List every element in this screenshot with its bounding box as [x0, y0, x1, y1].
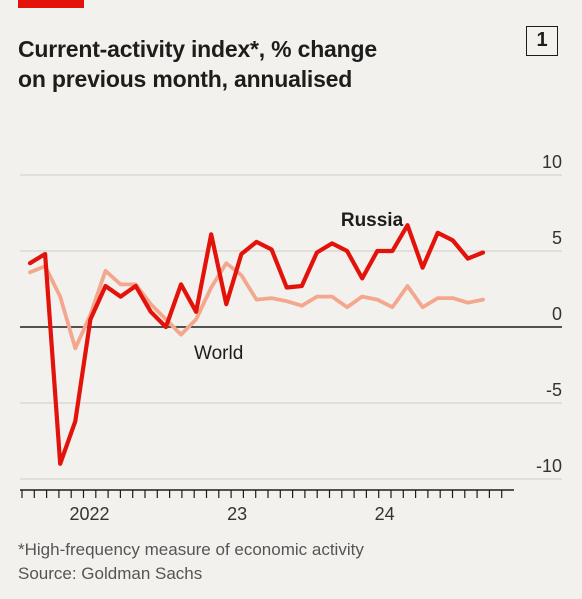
series-line-russia: [27, 223, 486, 466]
chart-number-badge: 1: [526, 26, 558, 56]
footnote: *High-frequency measure of economic acti…: [18, 538, 364, 586]
series-line-world: [28, 261, 485, 351]
series-label-russia: Russia: [341, 210, 404, 231]
x-tick-label: 23: [227, 504, 247, 524]
series-lines: [27, 223, 486, 466]
brand-tag: [18, 0, 84, 8]
y-tick-label: -5: [546, 380, 562, 400]
y-axis-tick-labels: 10 5 0 -5 -10: [536, 152, 562, 476]
chart-title-line-2: on previous month, annualised: [18, 66, 353, 92]
series-label-world: World: [194, 343, 243, 364]
y-tick-label: 10: [542, 152, 562, 172]
footnote-source: Source: Goldman Sachs: [18, 564, 203, 583]
series-labels: Russia World: [194, 210, 404, 364]
x-axis: 2022 23 24: [20, 489, 514, 524]
chart-title: Current-activity index*, % change on pre…: [18, 34, 458, 94]
y-tick-label: 0: [552, 304, 562, 324]
line-chart: 10 5 0 -5 -10 2022 23 24 Russia World: [20, 152, 562, 524]
footnote-note: *High-frequency measure of economic acti…: [18, 540, 364, 559]
x-tick-label: 2022: [69, 504, 109, 524]
x-tick-label: 24: [375, 504, 395, 524]
grid-lines: [20, 174, 562, 480]
y-tick-label: -10: [536, 456, 562, 476]
y-tick-label: 5: [552, 228, 562, 248]
chart-title-line-1: Current-activity index*, % change: [18, 36, 377, 62]
